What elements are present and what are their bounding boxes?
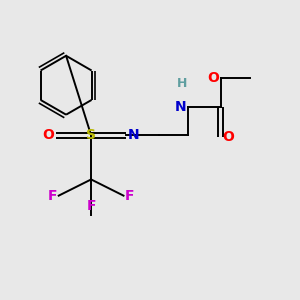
Text: N: N bbox=[128, 128, 140, 142]
Text: H: H bbox=[176, 77, 187, 90]
Text: F: F bbox=[48, 189, 57, 202]
Text: S: S bbox=[86, 128, 96, 142]
Text: O: O bbox=[42, 128, 54, 142]
Text: O: O bbox=[207, 71, 219, 85]
Text: F: F bbox=[125, 189, 134, 202]
Text: O: O bbox=[222, 130, 234, 144]
Text: F: F bbox=[86, 199, 96, 213]
Text: N: N bbox=[175, 100, 187, 114]
